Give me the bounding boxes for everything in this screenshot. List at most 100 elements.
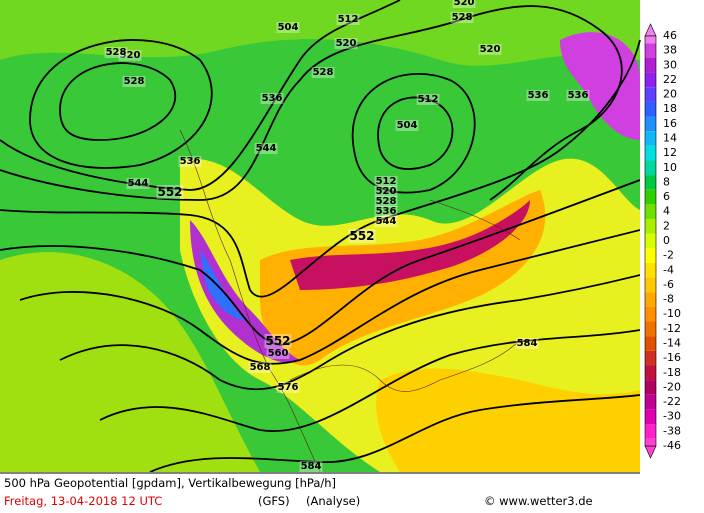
contour-label-bg — [478, 44, 502, 55]
contour-label-bg — [395, 120, 419, 131]
legend-label: -30 — [663, 410, 681, 423]
legend-label: 10 — [663, 161, 677, 174]
field — [376, 368, 640, 472]
contour-label-bg — [126, 178, 150, 189]
contour-label-bg — [104, 47, 128, 58]
legend-swatch — [645, 101, 656, 117]
legend-label: -14 — [663, 337, 681, 350]
contour-label-bg — [260, 93, 284, 104]
contour-label: 520 — [376, 186, 397, 197]
legend-label: -22 — [663, 395, 681, 408]
legend-swatch — [645, 57, 656, 73]
contour-label: 512 — [376, 176, 397, 187]
legend-label: 0 — [663, 234, 670, 247]
legend-label: -4 — [663, 263, 674, 276]
legend-label: 2 — [663, 219, 670, 232]
legend-label: -10 — [663, 307, 681, 320]
legend-label: -6 — [663, 278, 674, 291]
contour-label: 544 — [256, 143, 277, 154]
contour-label: 512 — [418, 94, 439, 105]
legend-label: -8 — [663, 293, 674, 306]
contour-label: 576 — [278, 382, 299, 393]
legend-swatch — [645, 36, 656, 44]
legend-label: 14 — [663, 132, 677, 145]
contour-label: 528 — [106, 47, 127, 58]
legend-label: 38 — [663, 44, 677, 57]
legend-swatch — [645, 262, 656, 278]
legend-swatch — [645, 438, 656, 446]
legend-swatch — [645, 248, 656, 263]
legend-swatch — [645, 336, 656, 351]
legend-label: -20 — [663, 380, 681, 393]
coastlines — [179, 129, 521, 473]
legend-swatch — [645, 321, 656, 337]
contour-label-bg — [178, 156, 202, 167]
contour-label: 520 — [120, 50, 141, 61]
legend-swatch — [645, 116, 656, 132]
contours — [0, 0, 641, 473]
legend-swatch — [645, 394, 656, 410]
contour-label-bg — [416, 94, 440, 105]
contour-label: 536 — [568, 90, 589, 101]
legend-swatch — [645, 43, 656, 58]
contour-label-bg — [334, 38, 358, 49]
contour-label-bg — [515, 338, 539, 349]
contour-label: 552 — [265, 334, 290, 348]
contour-label-bg — [276, 382, 300, 393]
legend-swatch — [645, 409, 656, 425]
contour-label-bg — [374, 176, 398, 187]
contour-label-bg — [336, 14, 360, 25]
legend-swatch — [645, 219, 656, 234]
legend-label: 6 — [663, 190, 670, 203]
legend-swatch — [645, 306, 656, 322]
contour-label: 504 — [397, 120, 418, 131]
contour-label-bg — [122, 76, 146, 87]
legend-swatch — [645, 233, 656, 249]
legend-swatch — [645, 131, 656, 146]
legend-label: -38 — [663, 424, 681, 437]
legend-frame — [644, 35, 657, 447]
contour-label-bg — [374, 216, 398, 227]
legend-label: -2 — [663, 249, 674, 262]
caption-title: 500 hPa Geopotential [gpdam], Vertikalbe… — [4, 476, 336, 490]
contour-label-bg — [452, 0, 476, 8]
legend-swatch — [645, 350, 656, 366]
contour-label-bg — [311, 67, 335, 78]
contour-label: 528 — [313, 67, 334, 78]
contour-label: 520 — [480, 44, 501, 55]
contour-label: 544 — [128, 178, 149, 189]
contour-label-bg — [450, 12, 474, 23]
legend-label: 22 — [663, 73, 677, 86]
contour-label: 584 — [517, 338, 538, 349]
legend-label: -46 — [663, 439, 681, 452]
legend-swatch — [645, 365, 656, 381]
legend-label: -18 — [663, 366, 681, 379]
caption-box — [0, 472, 640, 513]
legend-swatch — [645, 424, 656, 439]
legend-label: 20 — [663, 88, 677, 101]
contour-label: 552 — [349, 229, 374, 243]
legend-swatch — [645, 145, 656, 161]
legend-label: -16 — [663, 351, 681, 364]
contour-label: 528 — [452, 12, 473, 23]
field — [0, 252, 260, 472]
contour-label: 504 — [278, 22, 299, 33]
contour-label: 536 — [376, 206, 397, 217]
legend-label: 4 — [663, 205, 670, 218]
caption-date: Freitag, 13-04-2018 12 UTC — [4, 494, 162, 508]
legend-swatch — [645, 160, 656, 176]
legend-swatch — [645, 380, 656, 395]
legend-label: -12 — [663, 322, 681, 335]
legend-label: 8 — [663, 175, 670, 188]
caption-analysis: (Analyse) — [306, 494, 360, 508]
legend-swatch — [645, 72, 656, 88]
contour-label: 512 — [338, 14, 359, 25]
field — [200, 250, 245, 320]
contour-label-bg — [254, 143, 278, 154]
contour-label: 520 — [454, 0, 475, 8]
contour-label: 536 — [262, 93, 283, 104]
contour-label: 528 — [124, 76, 145, 87]
contour-label-bg — [156, 185, 184, 199]
